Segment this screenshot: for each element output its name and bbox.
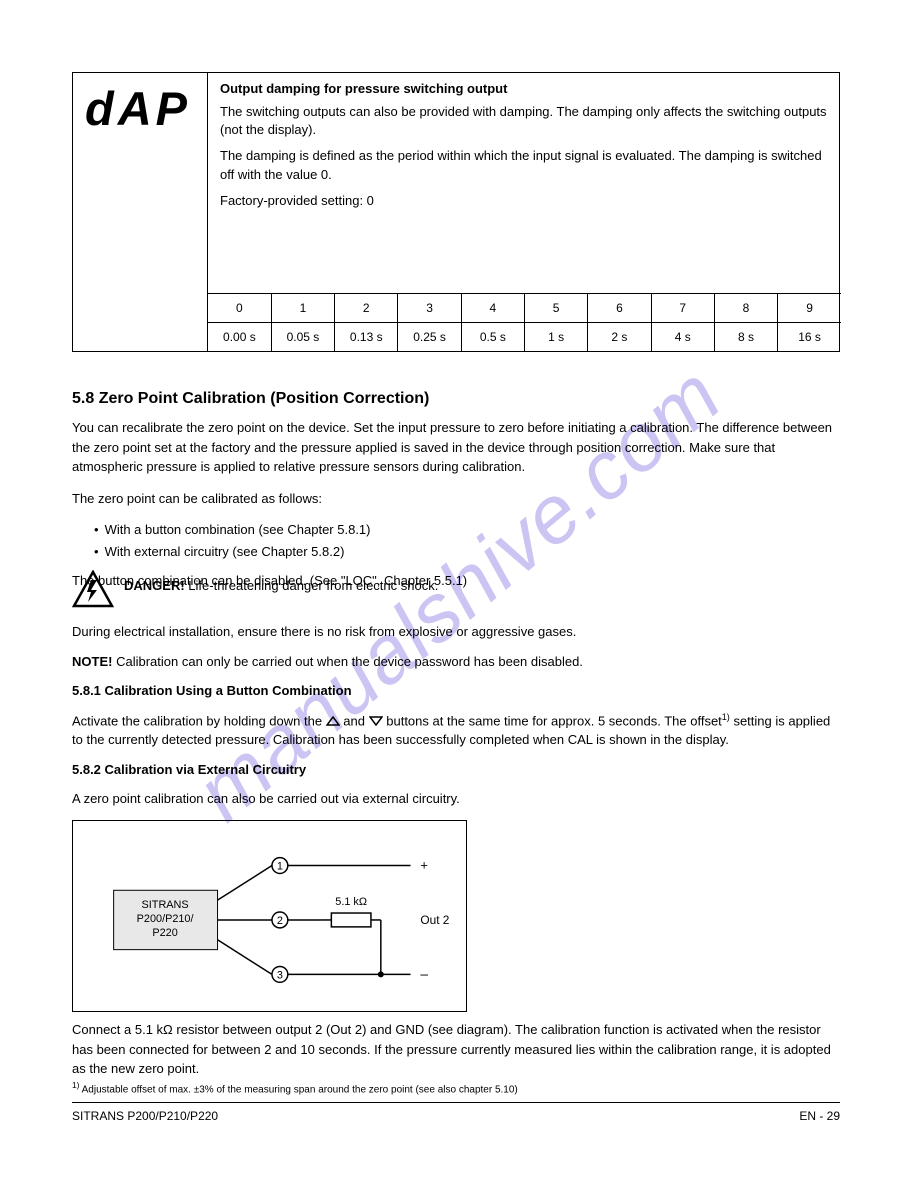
circuit-description: Connect a 5.1 kΩ resistor between output… (72, 1020, 840, 1079)
table-cell: 1 s (524, 322, 587, 351)
bullet-text: With external circuitry (see Chapter 5.8… (105, 542, 345, 562)
parameter-box: dAP Output damping for pressure switchin… (72, 72, 840, 352)
table-cell: 2 (335, 293, 398, 322)
table-cell: 3 (398, 293, 461, 322)
note-line: NOTE! Calibration can only be carried ou… (72, 652, 840, 672)
table-cell: 0.00 s (208, 322, 271, 351)
danger-text: Life-threatening danger from electric sh… (188, 578, 438, 593)
table-cell: 4 (461, 293, 524, 322)
table-cell: 4 s (651, 322, 714, 351)
terminal-2: 2 (277, 915, 283, 927)
text-fragment: and (343, 713, 365, 728)
terminal-1: 1 (277, 860, 283, 872)
after-danger-block: During electrical installation, ensure t… (72, 622, 840, 819)
table-cell: 0.05 s (271, 322, 334, 351)
table-cell: 0.5 s (461, 322, 524, 351)
resistor-label: 5.1 kΩ (335, 896, 367, 908)
table-cell: 16 s (778, 322, 841, 351)
subhead-581: 5.8.1 Calibration Using a Button Combina… (72, 681, 840, 701)
circuit-block-line2: P200/P210/ (137, 913, 195, 925)
value-table: 0 1 2 3 4 5 6 7 8 9 0.00 s 0.05 s (208, 293, 841, 352)
circuit-diagram: SITRANS P200/P210/ P220 1 2 3 + Out 2 (72, 820, 467, 1012)
table-cell: 0.13 s (335, 322, 398, 351)
circuit-block-line1: SITRANS (142, 899, 189, 911)
page-footer: SITRANS P200/P210/P220 EN - 29 (72, 1102, 840, 1123)
footnote-text: Adjustable offset of max. ±3% of the mea… (82, 1084, 518, 1095)
note-label: NOTE! (72, 654, 112, 669)
danger-heading: DANGER! (124, 578, 185, 593)
table-cell: 5 (524, 293, 587, 322)
circuit-pos: + (420, 857, 428, 872)
list-item: With a button combination (see Chapter 5… (94, 520, 840, 540)
table-cell: 6 (588, 293, 651, 322)
table-cell: 0.25 s (398, 322, 461, 351)
note-text: Calibration can only be carried out when… (116, 654, 583, 669)
bullet-text: With a button combination (see Chapter 5… (105, 520, 371, 540)
circuit-out2: Out 2 (420, 913, 449, 927)
bullet-list: With a button combination (see Chapter 5… (94, 520, 840, 561)
circuit-block-line3: P220 (152, 927, 177, 939)
footnote-marker: 1) (72, 1080, 79, 1090)
text-fragment: Activate the calibration by holding down… (72, 713, 322, 728)
param-factory: Factory-provided setting: 0 (220, 192, 829, 210)
calibration-p2: Activate the calibration by holding down… (72, 711, 840, 750)
footer-left: SITRANS P200/P210/P220 (72, 1109, 218, 1123)
table-cell: 9 (778, 293, 841, 322)
after-danger-p3: A zero point calibration can also be car… (72, 789, 840, 809)
table-cell: 1 (271, 293, 334, 322)
list-item: With external circuitry (see Chapter 5.8… (94, 542, 840, 562)
table-cell: 8 (714, 293, 777, 322)
section-p2-prefix: The zero point can be calibrated as foll… (72, 489, 840, 509)
table-row: 0.00 s 0.05 s 0.13 s 0.25 s 0.5 s 1 s 2 … (208, 322, 841, 351)
section-p1: You can recalibrate the zero point on th… (72, 418, 840, 477)
param-title: Output damping for pressure switching ou… (220, 81, 507, 96)
segment-display-code: dAP (85, 81, 191, 136)
table-cell: 0 (208, 293, 271, 322)
after-danger-p4: Connect a 5.1 kΩ resistor between output… (72, 1020, 840, 1079)
table-cell: 8 s (714, 322, 777, 351)
section-heading: 5.8 Zero Point Calibration (Position Cor… (72, 390, 429, 408)
footer-right: EN - 29 (799, 1109, 840, 1123)
down-arrow-icon (369, 716, 383, 726)
after-danger-p1: During electrical installation, ensure t… (72, 622, 840, 642)
param-right-cell: Output damping for pressure switching ou… (208, 73, 841, 351)
circuit-neg: – (420, 965, 428, 981)
terminal-3: 3 (277, 969, 283, 981)
param-left-cell: dAP (73, 73, 208, 351)
subhead-582: 5.8.2 Calibration via External Circuitry (72, 760, 840, 780)
table-cell: 7 (651, 293, 714, 322)
danger-row: DANGER! Life-threatening danger from ele… (124, 578, 438, 593)
section-body: You can recalibrate the zero point on th… (72, 418, 840, 603)
hazard-icon (72, 570, 114, 608)
table-cell: 2 s (588, 322, 651, 351)
param-p1: The switching outputs can also be provid… (220, 103, 829, 139)
param-body: The switching outputs can also be provid… (220, 103, 829, 218)
param-p2: The damping is defined as the period wit… (220, 147, 829, 183)
footnote: 1) Adjustable offset of max. ±3% of the … (72, 1080, 840, 1095)
table-row: 0 1 2 3 4 5 6 7 8 9 (208, 293, 841, 322)
text-fragment: buttons at the same time for approx. 5 s… (386, 713, 722, 728)
up-arrow-icon (326, 716, 340, 726)
